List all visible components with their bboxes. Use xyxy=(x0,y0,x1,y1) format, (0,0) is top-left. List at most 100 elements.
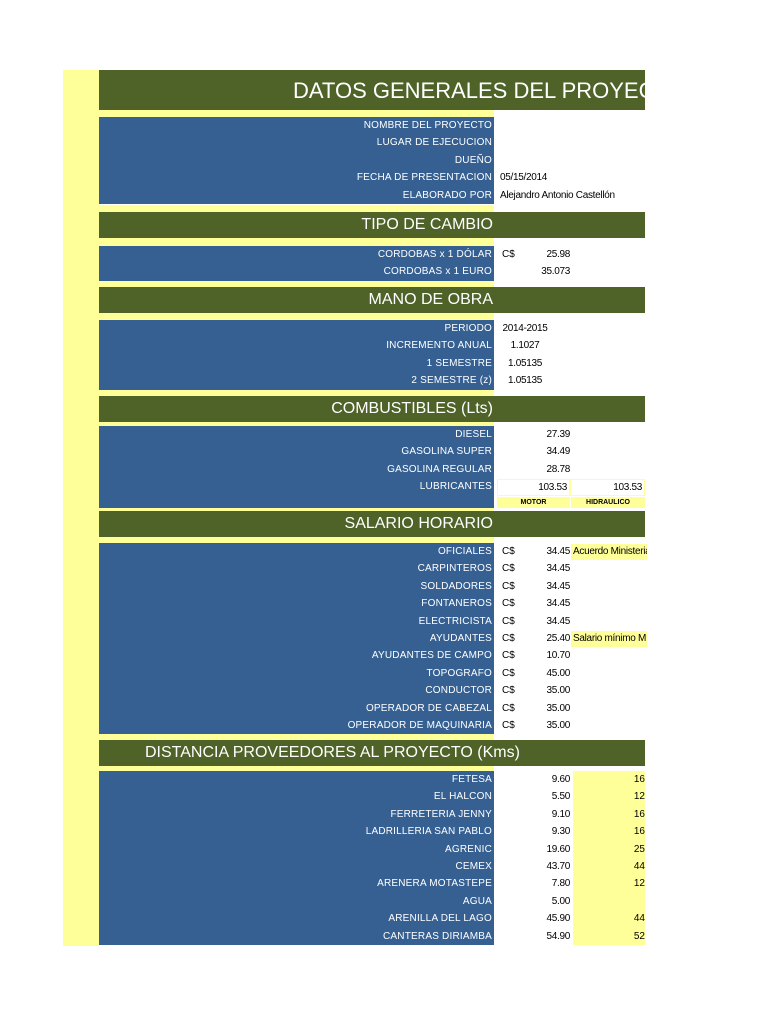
cell-value[interactable]: 35.00 xyxy=(546,685,570,697)
label-block xyxy=(99,543,494,735)
cell-value[interactable]: 45.00 xyxy=(546,667,570,679)
row-label: AYUDANTES xyxy=(429,633,492,644)
distance-extra[interactable]: 52 xyxy=(573,927,645,945)
cell-value[interactable]: 1.05135 xyxy=(507,357,543,369)
row-label: FETESA xyxy=(451,774,492,785)
row-label: OFICIALES xyxy=(437,546,492,557)
separator xyxy=(99,238,494,246)
cell-value[interactable]: 9.10 xyxy=(551,808,571,820)
cell-value[interactable]: 34.45 xyxy=(546,580,570,592)
row-label: GASOLINA SUPER xyxy=(401,446,492,458)
row-label: LUGAR DE EJECUCION xyxy=(376,137,492,149)
cell-value[interactable]: 45.90 xyxy=(546,913,570,925)
cell-value[interactable]: 34.45 xyxy=(546,563,570,575)
row-label: INCREMENTO ANUAL xyxy=(386,340,492,352)
separator xyxy=(99,390,494,396)
distance-extra[interactable]: 44 xyxy=(573,858,645,876)
row-label: LADRILLERIA SAN PABLO xyxy=(365,826,492,838)
cell-value[interactable]: 10.70 xyxy=(546,650,570,662)
cell-value[interactable]: 5.50 xyxy=(551,791,571,803)
row-label: OPERADOR DE MAQUINARIA xyxy=(347,720,492,731)
separator xyxy=(99,766,494,771)
section-title: MANO DE OBRA xyxy=(368,291,493,308)
cell-value[interactable]: 34.45 xyxy=(546,546,570,557)
distance-extra[interactable]: 44 xyxy=(573,910,645,928)
distance-extra[interactable]: 12 xyxy=(573,788,645,806)
row-label: TOPOGRAFO xyxy=(426,667,492,679)
section-header-distancia: DISTANCIA PROVEEDORES AL PROYECTO (Kms) xyxy=(99,740,645,766)
cell-value[interactable]: 35.00 xyxy=(546,702,570,714)
distance-extra[interactable]: 16 xyxy=(573,805,645,824)
label-block xyxy=(99,426,494,508)
motor-label: MOTOR xyxy=(497,497,570,508)
currency: C$ xyxy=(502,546,515,557)
section-title: TIPO DE CAMBIO xyxy=(361,216,493,233)
title-bar: DATOS GENERALES DEL PROYECTO xyxy=(99,70,685,110)
cell-value[interactable]: 5.00 xyxy=(551,895,571,907)
separator xyxy=(99,281,494,287)
row-label: CEMEX xyxy=(455,861,492,872)
cell-value[interactable]: 25.98 xyxy=(546,249,570,260)
row-label: LUBRICANTES xyxy=(419,481,492,493)
note-cell[interactable]: Salario mínimo M xyxy=(571,631,647,647)
cell-value[interactable]: 9.60 xyxy=(551,774,571,785)
currency: C$ xyxy=(502,598,515,610)
section-title: DISTANCIA PROVEEDORES AL PROYECTO (Kms) xyxy=(145,744,520,761)
row-label: OPERADOR DE CABEZAL xyxy=(365,702,492,714)
cell-value[interactable]: 1.1027 xyxy=(510,340,540,352)
cell-value[interactable]: 54.90 xyxy=(546,930,570,942)
row-label: CORDOBAS x 1 DÓLAR xyxy=(377,249,492,260)
margin-column xyxy=(63,70,99,946)
cell-value[interactable]: 34.45 xyxy=(546,615,570,627)
distance-extra[interactable]: 12 xyxy=(573,875,645,893)
section-title: COMBUSTIBLES (Lts) xyxy=(331,400,493,417)
cell-value[interactable]: 7.80 xyxy=(551,878,571,890)
row-label: ELECTRICISTA xyxy=(418,615,492,627)
cell-value[interactable]: 28.78 xyxy=(546,463,570,475)
cell-value[interactable]: 35.073 xyxy=(541,266,570,278)
currency: C$ xyxy=(502,633,515,644)
cell-value[interactable]: 19.60 xyxy=(546,843,570,855)
lubricante-hidraulico[interactable]: 103.53 xyxy=(570,479,645,497)
cell-value[interactable]: 9.30 xyxy=(551,826,571,838)
section-header-mano_obra: MANO DE OBRA xyxy=(99,287,645,313)
row-label: FONTANEROS xyxy=(421,598,492,610)
separator xyxy=(99,205,494,212)
hidraulico-label: HIDRAULICO xyxy=(571,497,645,508)
section-title: SALARIO HORARIO xyxy=(344,515,493,532)
cell-value[interactable]: 34.49 xyxy=(546,446,570,458)
row-label: SOLDADORES xyxy=(420,580,492,592)
lubricante-motor[interactable]: 103.53 xyxy=(497,479,570,497)
label-block xyxy=(99,246,494,281)
row-label: DUEÑO xyxy=(454,154,492,166)
row-label: ARENERA MOTASTEPE xyxy=(377,878,492,890)
section-header-combustibles: COMBUSTIBLES (Lts) xyxy=(99,396,645,422)
separator xyxy=(99,313,494,320)
cell-value[interactable]: 35.00 xyxy=(546,720,570,731)
cell-value[interactable]: Alejandro Antonio Castellón xyxy=(500,189,615,201)
distance-extra[interactable]: 16 xyxy=(573,823,645,841)
label-block xyxy=(99,320,494,390)
row-label: CANTERAS DIRIAMBA xyxy=(383,930,492,942)
cell-value[interactable]: 2014-2015 xyxy=(502,323,548,334)
row-label: AGUA xyxy=(462,895,492,907)
cell-value[interactable]: 43.70 xyxy=(546,861,570,872)
separator xyxy=(99,508,494,511)
currency: C$ xyxy=(502,667,515,679)
row-label: GASOLINA REGULAR xyxy=(387,463,492,475)
row-label: AGRENIC xyxy=(445,843,492,855)
cell-value[interactable]: 05/15/2014 xyxy=(500,172,548,184)
cell-value[interactable]: 27.39 xyxy=(546,429,570,440)
currency: C$ xyxy=(502,249,515,260)
distance-extra[interactable]: 25 xyxy=(573,840,645,858)
cell-value[interactable]: 1.05135 xyxy=(507,375,543,387)
label-block xyxy=(99,771,494,945)
section-header-salario: SALARIO HORARIO xyxy=(99,511,645,537)
cell-value[interactable]: 25.40 xyxy=(546,633,570,644)
distance-extra[interactable]: 16 xyxy=(573,771,645,789)
row-label: AYUDANTES DE CAMPO xyxy=(371,650,492,662)
note-cell[interactable]: Acuerdo Ministerial xyxy=(571,544,647,560)
distance-extra[interactable] xyxy=(573,892,645,911)
row-label: FERRETERIA JENNY xyxy=(390,808,492,820)
cell-value[interactable]: 34.45 xyxy=(546,598,570,610)
